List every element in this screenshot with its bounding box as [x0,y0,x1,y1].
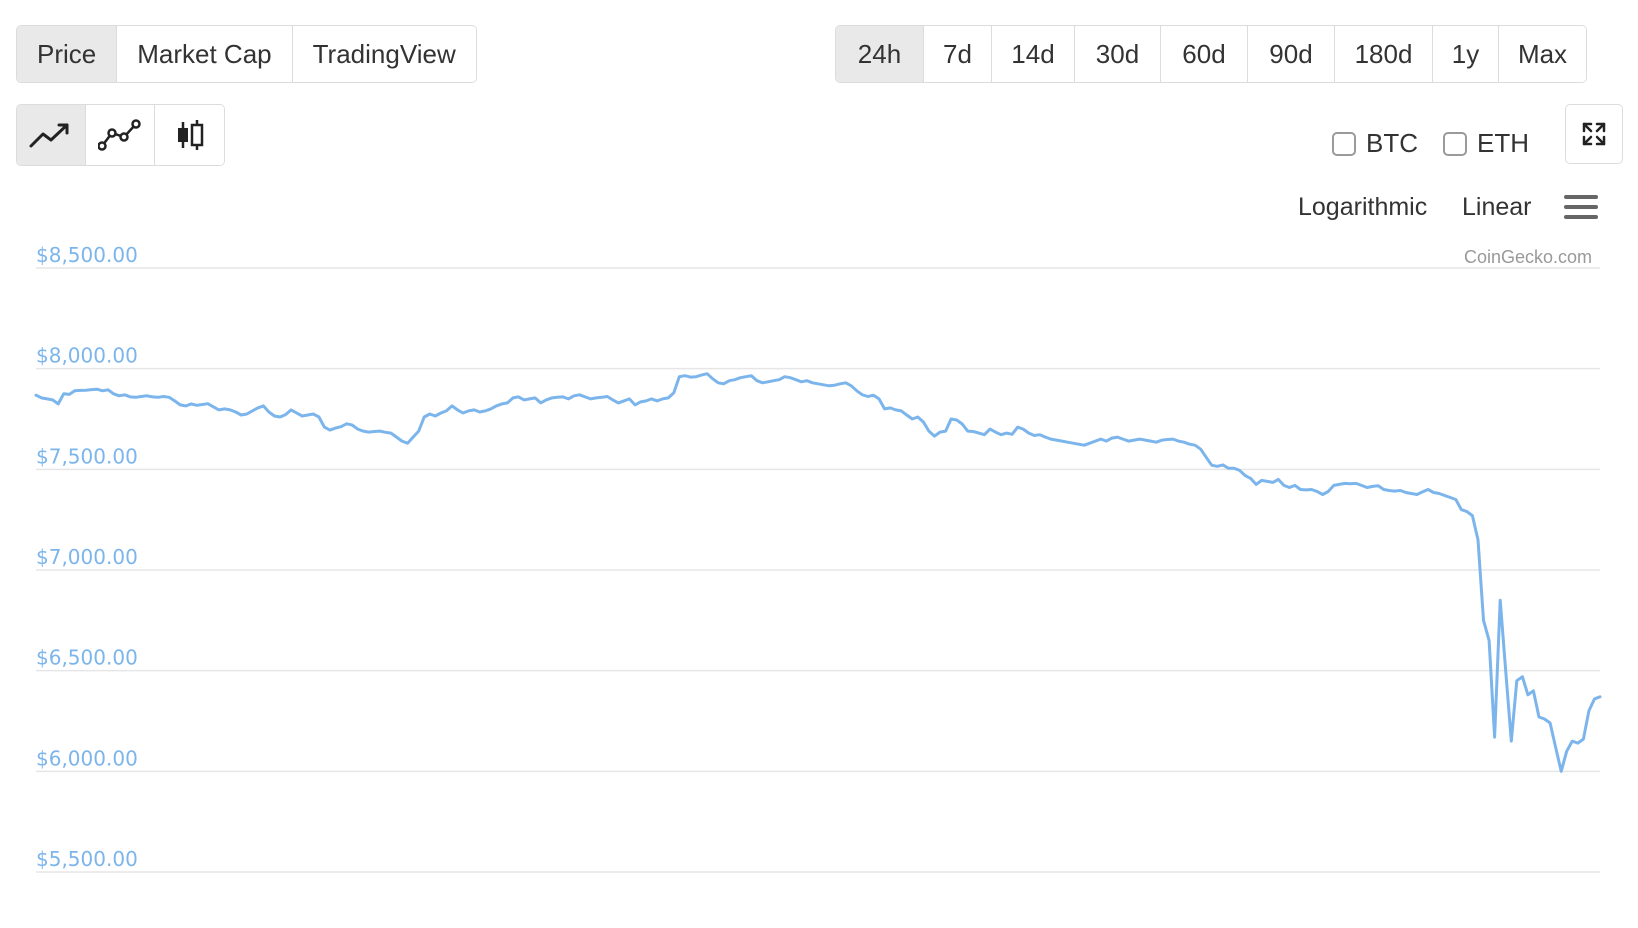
range-tab-14d[interactable]: 14d [992,26,1075,82]
fullscreen-button[interactable] [1565,104,1623,164]
chart-type-tabs: Price Market Cap TradingView [16,25,477,83]
tab-price[interactable]: Price [17,26,118,82]
range-tab-max[interactable]: Max [1499,26,1586,82]
expand-icon [1582,122,1606,146]
range-tab-180d[interactable]: 180d [1335,26,1433,82]
range-tab-7d[interactable]: 7d [924,26,992,82]
chart-style-tabs [16,104,225,166]
line-chart-button[interactable] [17,105,86,165]
tab-tradingview[interactable]: TradingView [292,26,476,82]
chart-credit: CoinGecko.com [1464,247,1593,267]
y-tick-label: $7,000.00 [36,545,138,569]
range-tab-1y[interactable]: 1y [1433,26,1499,82]
eth-label: ETH [1477,128,1529,158]
btc-label: BTC [1366,128,1418,158]
tab-market-cap[interactable]: Market Cap [117,26,293,82]
eth-checkbox[interactable] [1443,131,1467,156]
btc-checkbox[interactable] [1332,131,1356,156]
hamburger-menu-icon[interactable] [1563,192,1599,222]
compare-btc[interactable]: BTC [1332,128,1418,159]
y-tick-label: $6,500.00 [36,646,138,670]
range-tab-30d[interactable]: 30d [1075,26,1161,82]
compare-eth[interactable]: ETH [1443,128,1529,159]
candlestick-icon [177,120,203,150]
linear-scale-button[interactable]: Linear [1462,193,1532,221]
logarithmic-scale-button[interactable]: Logarithmic [1298,193,1428,221]
candlestick-chart-button[interactable] [155,105,224,165]
price-series-line[interactable] [34,372,1602,773]
y-tick-label: $8,500.00 [36,243,138,267]
point-line-chart-icon [98,119,141,151]
range-tab-24h[interactable]: 24h [836,26,924,82]
time-range-tabs: 24h 7d 14d 30d 60d 90d 180d 1y Max [835,25,1587,83]
point-line-chart-button[interactable] [86,105,155,165]
range-tab-90d[interactable]: 90d [1248,26,1335,82]
range-tab-60d[interactable]: 60d [1161,26,1248,82]
line-chart-icon [29,123,69,148]
y-tick-label: $6,000.00 [36,746,138,770]
y-tick-label: $5,500.00 [36,847,138,871]
grid-lines [36,267,1600,873]
y-tick-label: $8,000.00 [36,344,138,368]
y-tick-label: $7,500.00 [36,444,138,468]
y-axis-labels: $8,500.00 $8,000.00 $7,500.00 $7,000.00 $6,5… [36,243,138,871]
